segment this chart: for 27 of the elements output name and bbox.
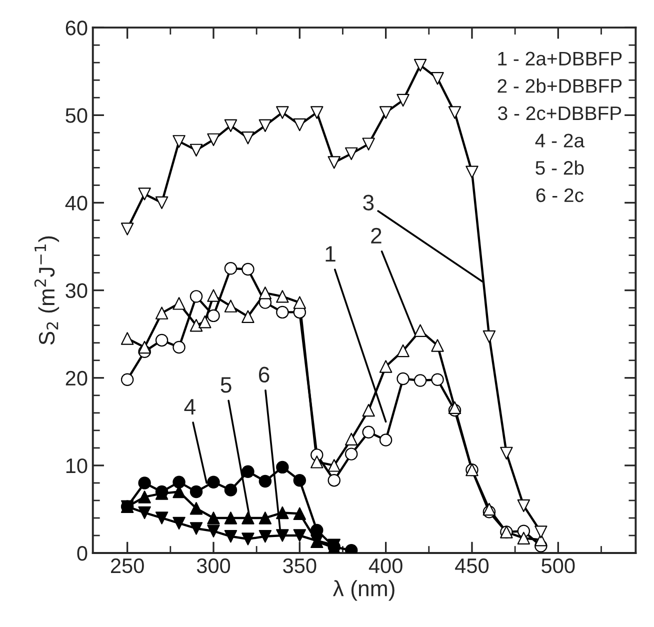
y-tick-label: 0 xyxy=(77,546,88,561)
annotation: 2 - 2b+DBBFP xyxy=(498,78,622,93)
y-tick-label: 40 xyxy=(65,196,88,210)
annotation: 5 - 2b xyxy=(536,160,584,175)
x-tick-label: 300 xyxy=(196,558,230,574)
y-tick-label: 30 xyxy=(66,283,88,298)
annotation: 1 - 2a+DBBFP xyxy=(498,52,622,66)
annotation: 6 - 2c xyxy=(536,188,584,202)
annotation: 3 xyxy=(363,194,374,210)
annotation: 2 xyxy=(371,228,382,244)
y-tick-label: 10 xyxy=(66,458,88,474)
annotation: 1 xyxy=(326,246,336,262)
x-tick-label: 400 xyxy=(368,558,402,574)
y-axis-title: S$_{2}$ (m$^{2}$J$^{−1}$) xyxy=(34,236,60,345)
x-tick-label: 350 xyxy=(283,558,316,574)
x-tick-label: 450 xyxy=(455,558,489,574)
annotation: 6 xyxy=(258,366,270,382)
x-axis-title: λ (nm) xyxy=(332,580,394,601)
annotation: 4 xyxy=(184,399,196,414)
y-tick-label: 50 xyxy=(66,108,88,123)
annotation: 4 - 2a xyxy=(535,134,585,148)
annotation: 5 xyxy=(220,377,232,393)
annotation: 3 - 2c+DBBFP xyxy=(498,106,622,120)
x-tick-label: 250 xyxy=(111,558,144,574)
x-tick-label: 500 xyxy=(542,558,575,574)
y-tick-label: 60 xyxy=(66,20,88,36)
y-tick-label: 20 xyxy=(66,370,88,386)
